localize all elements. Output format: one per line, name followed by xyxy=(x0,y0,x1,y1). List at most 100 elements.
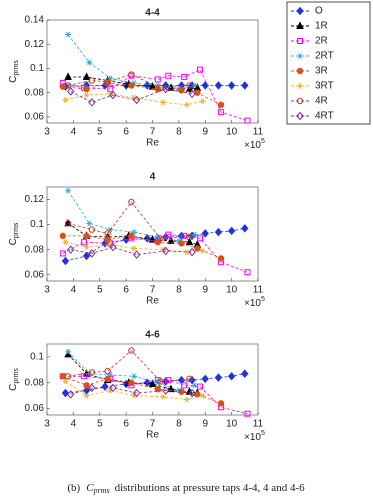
series-line xyxy=(68,349,190,382)
marker xyxy=(83,85,90,93)
marker xyxy=(83,382,90,389)
marker xyxy=(199,392,206,399)
marker xyxy=(214,373,223,382)
series xyxy=(64,198,193,242)
marker xyxy=(178,240,185,247)
marker xyxy=(64,72,72,80)
series-line xyxy=(62,235,222,259)
y-tick-label: 0.1 xyxy=(30,219,44,230)
marker xyxy=(107,86,114,93)
legend-label: 3R xyxy=(315,66,328,77)
marker xyxy=(62,97,69,103)
x-tick-label: 6 xyxy=(123,419,129,430)
chart-title: 4 xyxy=(150,172,156,183)
x-tick-label: 7 xyxy=(150,127,156,138)
series xyxy=(64,347,193,385)
x-multiplier-base: ×10 xyxy=(244,140,261,151)
x-tick-label: 4 xyxy=(71,285,77,296)
y-axis-label: Cprms xyxy=(8,222,20,245)
marker xyxy=(199,248,206,254)
marker xyxy=(165,231,172,238)
marker xyxy=(165,72,172,79)
chart-title: 4-4 xyxy=(145,8,160,19)
x-tick-label: 6 xyxy=(123,127,129,138)
marker xyxy=(162,246,170,256)
marker xyxy=(201,374,209,384)
marker xyxy=(196,235,203,242)
marker xyxy=(148,82,157,90)
x-tick-label: 9 xyxy=(202,419,208,430)
marker xyxy=(214,81,223,90)
marker xyxy=(88,249,96,258)
series-line xyxy=(67,34,195,90)
x-axis-label: Re xyxy=(146,296,159,307)
marker xyxy=(185,237,194,246)
y-label-sub: prms xyxy=(13,222,20,238)
marker xyxy=(296,97,304,105)
marker xyxy=(80,239,87,246)
marker xyxy=(88,226,96,233)
marker xyxy=(143,234,151,243)
marker xyxy=(61,256,70,266)
x-tick-label: 10 xyxy=(226,285,238,296)
marker xyxy=(186,375,193,383)
marker xyxy=(154,385,161,393)
caption-subscript: prms xyxy=(93,486,110,495)
marker xyxy=(62,378,69,385)
marker xyxy=(181,382,188,389)
marker xyxy=(128,198,135,206)
marker xyxy=(104,78,111,86)
caption: (b) Cprms distributions at pressure taps 4… xyxy=(67,482,305,495)
marker xyxy=(181,73,188,80)
marker xyxy=(188,89,196,99)
x-tick-label: 9 xyxy=(202,285,208,296)
x-multiplier-base: ×10 xyxy=(244,432,261,443)
marker xyxy=(157,235,164,242)
marker xyxy=(196,383,203,390)
x-tick-label: 8 xyxy=(176,419,182,430)
x-multiplier: ×105 xyxy=(244,296,265,309)
series xyxy=(62,91,206,108)
x-tick-label: 8 xyxy=(176,127,182,138)
marker xyxy=(227,226,236,236)
marker xyxy=(241,81,249,90)
x-tick-label: 11 xyxy=(253,285,264,296)
legend-label: 4RT xyxy=(315,111,334,122)
marker xyxy=(186,233,193,241)
marker xyxy=(64,220,72,227)
marker xyxy=(128,82,135,89)
marker xyxy=(244,410,251,417)
marker xyxy=(86,59,93,66)
y-label-base: C xyxy=(8,384,19,391)
marker xyxy=(148,379,157,388)
marker xyxy=(227,372,236,381)
marker xyxy=(227,81,236,90)
marker xyxy=(167,236,175,244)
marker xyxy=(88,383,96,393)
legend-box xyxy=(286,1,371,125)
x-tick-label: 7 xyxy=(150,419,156,430)
marker xyxy=(83,232,90,240)
marker xyxy=(217,255,225,262)
series-line xyxy=(62,69,248,121)
x-tick-label: 9 xyxy=(202,127,208,138)
series xyxy=(59,232,225,262)
x-axis-label: Re xyxy=(146,138,159,149)
marker xyxy=(244,269,251,276)
x-tick-label: 7 xyxy=(150,285,156,296)
marker xyxy=(191,382,198,389)
x-tick-label: 10 xyxy=(226,419,238,430)
plot-area xyxy=(46,19,259,124)
marker xyxy=(83,392,90,399)
y-tick-label: 0.08 xyxy=(25,244,45,255)
marker xyxy=(296,111,304,121)
y-tick-label: 0.06 xyxy=(25,403,45,414)
series xyxy=(67,383,196,399)
marker xyxy=(104,230,111,237)
marker xyxy=(217,400,225,407)
marker xyxy=(218,109,225,116)
x-multiplier-exp: 5 xyxy=(261,138,265,145)
marker xyxy=(128,379,135,386)
marker xyxy=(131,373,138,380)
